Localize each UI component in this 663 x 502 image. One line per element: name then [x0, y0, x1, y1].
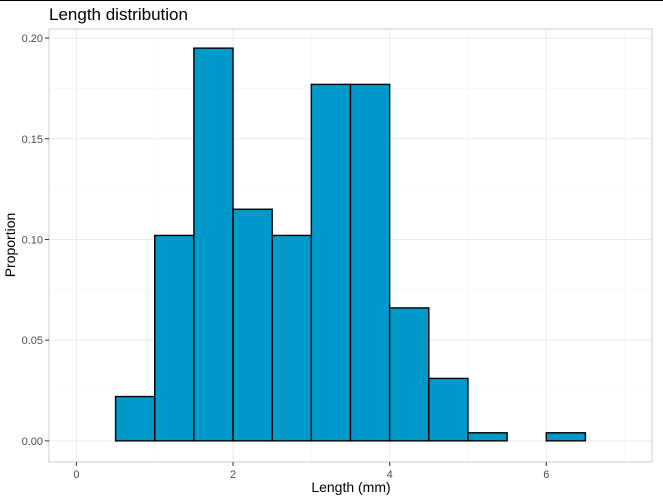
y-tick-label: 0.05: [22, 335, 43, 347]
histogram-bar: [467, 432, 508, 442]
x-tick-label: 6: [543, 469, 549, 481]
y-tick-label: 0.00: [22, 436, 43, 448]
histogram-bar: [193, 47, 234, 442]
y-tick-label: 0.15: [22, 134, 43, 146]
y-tick-label: 0.10: [22, 234, 43, 246]
histogram-bar: [232, 208, 273, 442]
histogram-bar: [388, 307, 430, 442]
x-tick-label: 0: [73, 469, 79, 481]
x-tick-label: 4: [387, 469, 393, 481]
histogram-bar: [545, 432, 587, 442]
histogram-bar: [310, 83, 352, 442]
histogram-bar: [271, 234, 313, 442]
histogram-bar: [349, 83, 391, 442]
x-tick-label: 2: [230, 469, 236, 481]
panel-border: [48, 28, 653, 463]
y-axis-ticks: 0.00 0.05 0.10 0.15 0.20: [22, 33, 49, 448]
x-axis-ticks: 0 2 4 6: [73, 462, 549, 481]
histogram-bar: [114, 395, 156, 442]
bars: [114, 47, 587, 442]
x-axis-title: Length (mm): [311, 479, 390, 495]
histogram-bar: [154, 234, 195, 442]
histogram-bar: [428, 377, 469, 442]
chart-title: Length distribution: [49, 5, 188, 24]
y-axis-title: Proportion: [2, 213, 18, 278]
y-tick-label: 0.20: [22, 33, 43, 45]
